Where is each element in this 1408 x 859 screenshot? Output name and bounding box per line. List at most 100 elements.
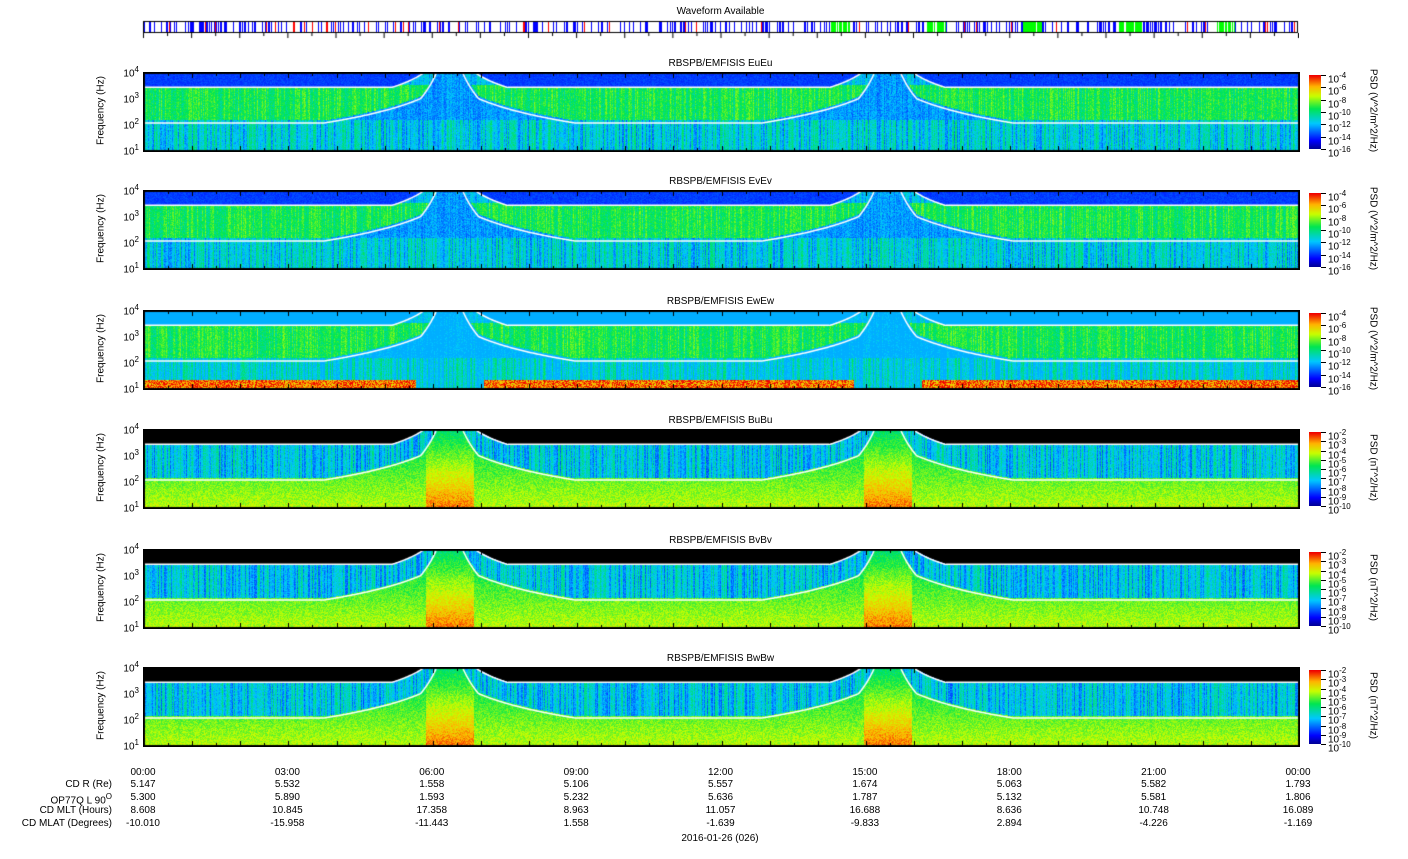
- colorbar-tick: [1321, 744, 1326, 745]
- colorbar-tick: [1321, 217, 1326, 219]
- colorbar-tick-label: 10-3: [1328, 437, 1347, 452]
- colorbar-tick: [1321, 230, 1326, 231]
- colorbar-tick: [1321, 432, 1326, 433]
- colorbar-tick-label: 10-10: [1328, 502, 1351, 517]
- ephemeris-value: 16.089: [1282, 805, 1314, 816]
- y-tick-label: 102: [123, 117, 139, 132]
- colorbar-tick-label: 10-16: [1328, 383, 1351, 398]
- waveform-availability-strip: [142, 20, 1299, 40]
- ephemeris-value: 5.532: [274, 779, 300, 790]
- colorbar-tick-label: 10-8: [1328, 213, 1347, 228]
- y-tick-label: 102: [123, 235, 139, 250]
- colorbar-tick-label: 10-3: [1328, 675, 1347, 690]
- colorbar-tick-label: 10-14: [1328, 250, 1351, 265]
- colorbar-tick-label: 10-12: [1328, 358, 1351, 373]
- colorbar-tick: [1321, 87, 1326, 89]
- ephemeris-value: 16.688: [849, 805, 881, 816]
- ephemeris-value: 5.582: [1141, 779, 1167, 790]
- ephemeris-value: 1.674: [852, 779, 878, 790]
- colorbar-tick: [1321, 374, 1326, 376]
- colorbar-tick-label: 10-4: [1328, 446, 1347, 461]
- colorbar-tick-label: 10-10: [1328, 108, 1351, 123]
- ephemeris-value: 8.608: [130, 805, 156, 816]
- colorbar-tick-label: 10-14: [1328, 132, 1351, 147]
- colorbar-tick: [1321, 469, 1326, 470]
- y-tick-label: 104: [123, 303, 139, 318]
- colorbar-tick: [1321, 589, 1326, 590]
- colorbar-tick-label: 10-8: [1328, 333, 1347, 348]
- ephemeris-label: CD R (Re): [65, 779, 112, 790]
- ephemeris-value: 1.593: [419, 792, 445, 803]
- colorbar: [1309, 670, 1321, 744]
- ephemeris-value: 17.358: [416, 805, 448, 816]
- y-tick-label: 101: [123, 620, 139, 635]
- y-axis-label: Frequency (Hz): [95, 76, 107, 145]
- y-tick-label: 102: [123, 355, 139, 370]
- colorbar-tick-label: 10-16: [1328, 263, 1351, 278]
- colorbar-tick-label: 10-16: [1328, 145, 1351, 160]
- ephemeris-value: 1.787: [852, 792, 878, 803]
- colorbar: [1309, 75, 1321, 149]
- colorbar-tick: [1321, 487, 1326, 489]
- colorbar-tick-label: 10-5: [1328, 575, 1347, 591]
- colorbar-tick: [1321, 325, 1326, 327]
- spectrogram-evev: [143, 190, 1300, 270]
- colorbar-tick: [1321, 193, 1326, 194]
- y-tick-label: 101: [123, 500, 139, 515]
- y-tick-label: 103: [123, 686, 139, 701]
- ephemeris-label: CD MLAT (Degrees): [21, 818, 112, 829]
- ephemeris-value: 5.106: [563, 779, 589, 790]
- colorbar-tick-label: 10-6: [1328, 83, 1347, 98]
- y-tick-label: 101: [123, 261, 139, 276]
- ephemeris-value: -11.443: [415, 818, 449, 829]
- colorbar-tick-label: 10-10: [1328, 226, 1351, 241]
- colorbar-tick: [1321, 598, 1326, 600]
- colorbar-tick-label: 10-4: [1328, 566, 1347, 581]
- ephemeris-label: CD MLT (Hours): [39, 805, 112, 816]
- colorbar-tick: [1321, 242, 1326, 244]
- y-axis-label: Frequency (Hz): [95, 314, 107, 383]
- x-tick-label: 09:00: [563, 767, 589, 778]
- ephemeris-value: 5.636: [707, 792, 734, 803]
- y-tick-label: 102: [123, 594, 139, 609]
- colorbar-tick: [1321, 679, 1326, 681]
- colorbar-tick-label: 10-6: [1328, 585, 1347, 600]
- ephemeris-value: 11.057: [705, 805, 736, 816]
- ephemeris-value: 1.558: [419, 779, 445, 790]
- x-tick-label: 06:00: [419, 767, 445, 778]
- x-tick-label: 21:00: [1141, 767, 1167, 778]
- colorbar-tick: [1321, 579, 1326, 581]
- date-label: 2016-01-26 (026): [681, 833, 759, 844]
- ephemeris-value: -10.010: [126, 818, 160, 829]
- colorbar-tick-label: 10-8: [1328, 95, 1347, 110]
- colorbar-tick-label: 10-6: [1328, 321, 1347, 336]
- colorbar-tick-label: 10-2: [1328, 428, 1347, 443]
- colorbar-tick: [1321, 697, 1326, 699]
- colorbar-tick-label: 10-8: [1328, 603, 1347, 618]
- colorbar-tick: [1321, 441, 1326, 443]
- x-tick-label: 18:00: [996, 767, 1022, 778]
- colorbar-tick-label: 10-8: [1328, 483, 1347, 498]
- ephemeris-value: -1.169: [1283, 818, 1313, 829]
- colorbar-tick-label: 10-14: [1328, 370, 1351, 385]
- ephemeris-value: 8.636: [996, 805, 1022, 816]
- ephemeris-label: OP77Q L 90O: [50, 792, 112, 807]
- y-tick-label: 101: [123, 381, 139, 396]
- colorbar-tick-label: 10-3: [1328, 557, 1347, 572]
- colorbar-tick-label: 10-10: [1328, 622, 1351, 637]
- y-tick-label: 101: [123, 738, 139, 753]
- colorbar-tick: [1321, 496, 1326, 498]
- ephemeris-value: 8.963: [563, 805, 589, 816]
- colorbar-tick-label: 10-5: [1328, 693, 1347, 709]
- colorbar-tick-label: 10-2: [1328, 548, 1347, 563]
- colorbar-tick: [1321, 688, 1326, 690]
- ephemeris-value: 5.581: [1141, 792, 1167, 803]
- colorbar-tick-label: 10-10: [1328, 346, 1351, 361]
- colorbar-tick-label: 10-9: [1328, 612, 1347, 628]
- panel-title: RBSPB/EMFISIS BuBu: [668, 415, 773, 426]
- ephemeris-value: 1.558: [563, 818, 589, 829]
- colorbar-tick-label: 10-12: [1328, 238, 1351, 253]
- colorbar-tick-label: 10-9: [1328, 730, 1347, 746]
- colorbar: [1309, 313, 1321, 387]
